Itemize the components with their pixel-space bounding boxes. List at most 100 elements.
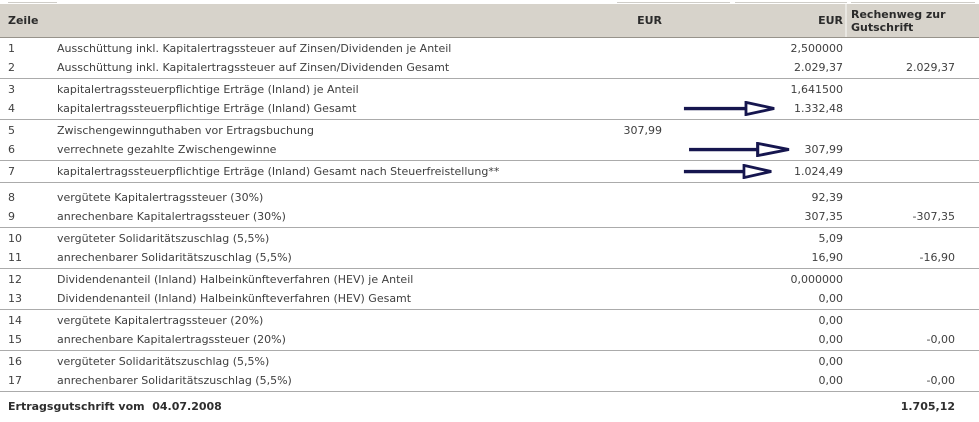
row-eur1-value: [542, 207, 662, 226]
row-number: 9: [8, 210, 15, 223]
row-group-kest-20: 14 vergütete Kapitalertragssteuer (20%) …: [0, 310, 979, 351]
row-label: anrechenbarer Solidaritätszuschlag (5,5%…: [57, 374, 292, 387]
row-eur1-value: [542, 248, 662, 267]
column-header-zeile: Zeile: [8, 14, 39, 27]
table-row: 13 Dividendenanteil (Inland) Halbeinkünf…: [0, 289, 979, 308]
row-label: Zwischengewinnguthaben vor Ertragsbuchun…: [57, 124, 314, 137]
table-row: 11 anrechenbarer Solidaritätszuschlag (5…: [0, 248, 979, 267]
row-eur2-value: 307,99: [804, 143, 844, 156]
table-row: 14 vergütete Kapitalertragssteuer (20%) …: [0, 311, 979, 330]
row-eur1-value: [542, 99, 662, 118]
row-number: 11: [8, 251, 22, 264]
row-rechenweg-value: [843, 39, 955, 58]
row-rechenweg-value: 2.029,37: [906, 61, 955, 74]
row-eur1-value: [542, 188, 662, 207]
row-eur2-value: 0,00: [818, 355, 844, 368]
credit-eur2-empty: [662, 395, 843, 419]
row-label: anrechenbare Kapitalertragssteuer (20%): [57, 333, 286, 346]
row-eur1-value: [542, 289, 662, 308]
row-eur1-value: [542, 330, 662, 349]
row-rechenweg-value: [843, 289, 955, 308]
row-eur1-value: [542, 39, 662, 58]
top-border-segment: [617, 2, 730, 3]
top-border-segment: [851, 2, 975, 3]
row-number: 14: [8, 314, 22, 327]
annotation-arrow-icon: [688, 142, 792, 157]
row-number: 3: [8, 83, 15, 96]
table-row: 1 Ausschüttung inkl. Kapitalertragssteue…: [0, 39, 979, 58]
row-eur1-value: [542, 140, 662, 159]
row-eur1-value: [542, 80, 662, 99]
row-label: Dividendenanteil (Inland) Halbeinkünftev…: [57, 273, 414, 286]
row-label: verrechnete gezahlte Zwischengewinne: [57, 143, 277, 156]
table-row: 5 Zwischengewinnguthaben vor Ertragsbuch…: [0, 121, 979, 140]
row-label: anrechenbare Kapitalertragssteuer (30%): [57, 210, 286, 223]
annotation-arrow-icon: [683, 164, 774, 179]
row-group-kest-30: 8 vergütete Kapitalertragssteuer (30%) 9…: [0, 183, 979, 228]
row-rechenweg-value: [843, 99, 955, 118]
row-number: 8: [8, 191, 15, 204]
row-eur1-value: [542, 162, 662, 181]
row-eur2-value: 0,00: [818, 314, 844, 327]
column-header-eur-2: EUR: [818, 14, 843, 27]
row-eur2-value: 0,00: [818, 333, 844, 346]
row-rechenweg-value: [843, 162, 955, 181]
row-label: anrechenbarer Solidaritätszuschlag (5,5%…: [57, 251, 292, 264]
row-label: kapitalertragssteuerpflichtige Erträge (…: [57, 165, 500, 178]
row-eur1-value: [542, 270, 662, 289]
table-row: 6 verrechnete gezahlte Zwischengewinne 3…: [0, 140, 979, 159]
table-row: 17 anrechenbarer Solidaritätszuschlag (5…: [0, 371, 979, 390]
row-number: 13: [8, 292, 22, 305]
row-eur2-value: 1.024,49: [794, 165, 843, 178]
row-rechenweg-value: [843, 80, 955, 99]
row-number: 16: [8, 355, 22, 368]
row-eur1-value: [542, 352, 662, 371]
row-number: 4: [8, 102, 15, 115]
row-label: Ausschüttung inkl. Kapitalertragssteuer …: [57, 42, 452, 55]
row-eur2-value: 0,00: [818, 292, 844, 305]
row-number: 10: [8, 232, 22, 245]
row-rechenweg-value: [843, 121, 955, 140]
row-rechenweg-value: -16,90: [919, 251, 955, 264]
table-row: 4 kapitalertragssteuerpflichtige Erträge…: [0, 99, 979, 118]
row-eur2-value: 0,00: [818, 374, 844, 387]
table-row: 7 kapitalertragssteuerpflichtige Erträge…: [0, 162, 979, 181]
table-row: 16 vergüteter Solidaritätszuschlag (5,5%…: [0, 352, 979, 371]
top-border-segment: [735, 2, 847, 3]
row-label: vergüteter Solidaritätszuschlag (5,5%): [57, 232, 270, 245]
row-eur2-value: 16,90: [811, 251, 844, 264]
row-label: kapitalertragssteuerpflichtige Erträge (…: [57, 102, 357, 115]
row-eur2-value: 2.029,37: [794, 61, 843, 74]
row-eur1-value: 307,99: [623, 124, 663, 137]
row-eur1-value: [542, 311, 662, 330]
footer-credit-row: Ertragsgutschrift vom 04.07.2008 1.705,1…: [0, 395, 979, 419]
row-label: vergüteter Solidaritätszuschlag (5,5%): [57, 355, 270, 368]
row-number: 1: [8, 42, 15, 55]
row-eur1-value: [542, 229, 662, 248]
row-label: Ausschüttung inkl. Kapitalertragssteuer …: [57, 61, 450, 74]
row-number: 7: [8, 165, 15, 178]
row-group-ausschuettung: 1 Ausschüttung inkl. Kapitalertragssteue…: [0, 38, 979, 79]
annotation-arrow-icon: [683, 101, 777, 116]
row-rechenweg-value: -307,35: [912, 210, 955, 223]
row-eur1-value: [542, 371, 662, 390]
row-number: 17: [8, 374, 22, 387]
header-column-gap: [845, 4, 847, 37]
row-number: 15: [8, 333, 22, 346]
row-eur2-value: 307,35: [804, 210, 844, 223]
table-row: 12 Dividendenanteil (Inland) Halbeinkünf…: [0, 270, 979, 289]
row-eur1-value: [542, 58, 662, 77]
row-number: 5: [8, 124, 15, 137]
table-row: 10 vergüteter Solidaritätszuschlag (5,5%…: [0, 229, 979, 248]
row-rechenweg-value: [843, 311, 955, 330]
row-group-soli-55-b: 16 vergüteter Solidaritätszuschlag (5,5%…: [0, 351, 979, 392]
row-group-nach-steuerfreistellung: 7 kapitalertragssteuerpflichtige Erträge…: [0, 161, 979, 183]
table-row: 3 kapitalertragssteuerpflichtige Erträge…: [0, 80, 979, 99]
row-eur2-value: 5,09: [818, 232, 844, 245]
row-rechenweg-value: [843, 229, 955, 248]
row-label: vergütete Kapitalertragssteuer (20%): [57, 314, 264, 327]
column-header-rechenweg: Rechenweg zur Gutschrift: [851, 8, 946, 34]
table-row: 2 Ausschüttung inkl. Kapitalertragssteue…: [0, 58, 979, 77]
column-header-eur-1: EUR: [637, 14, 662, 27]
